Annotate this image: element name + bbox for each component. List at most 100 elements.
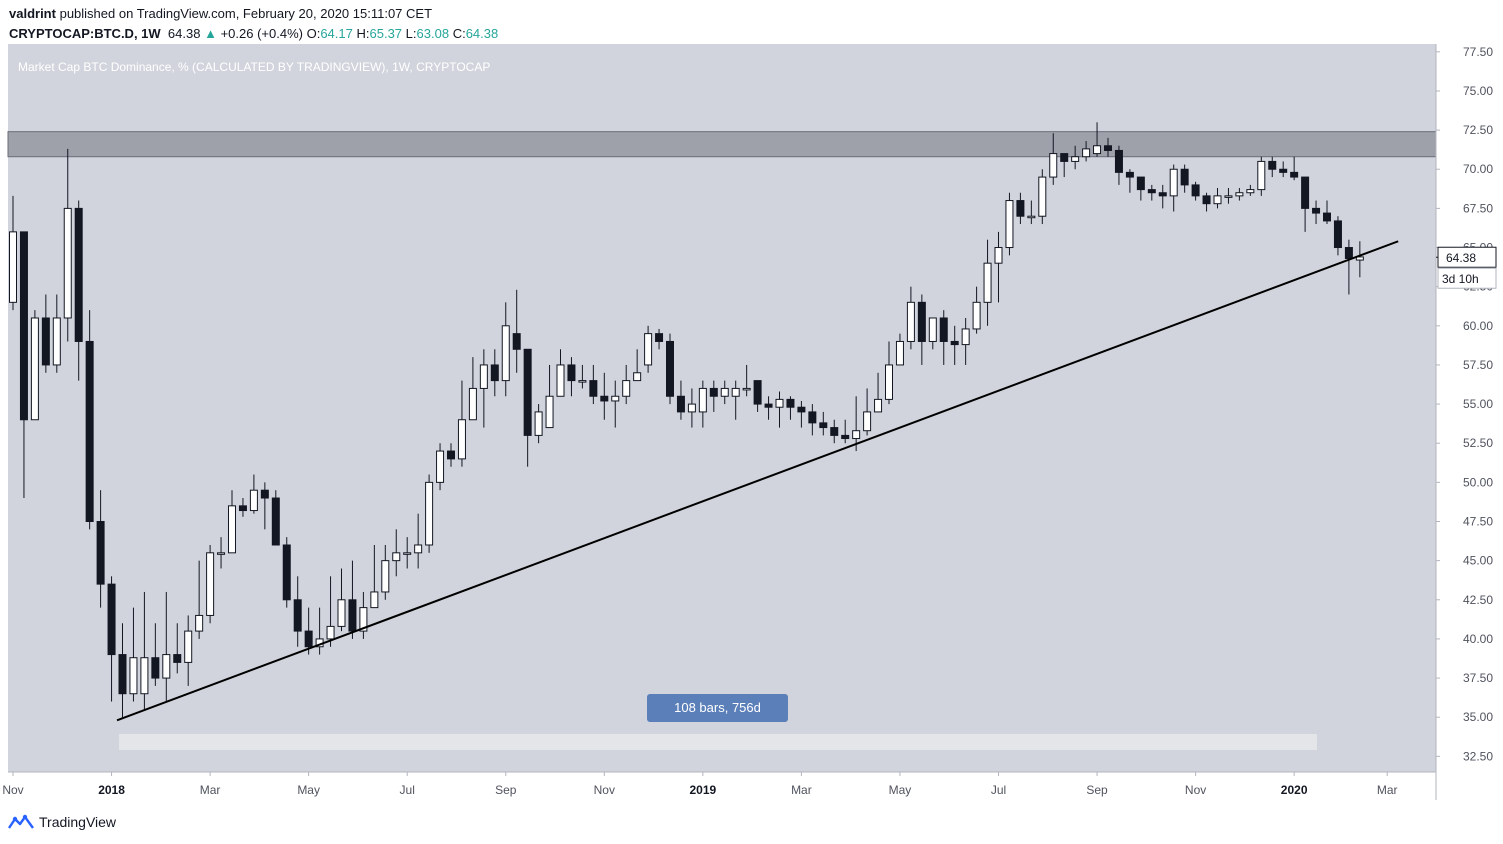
candle-body xyxy=(52,317,61,366)
candle-body xyxy=(184,630,193,663)
candle xyxy=(1180,164,1189,193)
candle-body xyxy=(578,380,587,383)
footer-brand-label: TradingView xyxy=(39,814,117,830)
y-tick-label: 42.50 xyxy=(1463,593,1493,607)
candle xyxy=(293,576,302,647)
candle xyxy=(348,560,357,639)
candle-body xyxy=(468,387,477,421)
candle-body xyxy=(392,552,401,562)
candle xyxy=(1060,153,1069,178)
candle-body xyxy=(271,497,280,546)
candle-body xyxy=(687,403,696,413)
candle-body xyxy=(512,333,521,350)
x-tick-label: Nov xyxy=(594,783,615,797)
candle xyxy=(282,537,291,608)
candle xyxy=(928,317,937,350)
candle-body xyxy=(709,387,718,397)
y-tick-label: 52.50 xyxy=(1463,436,1493,450)
candle-body xyxy=(425,481,434,546)
candle-body xyxy=(534,411,543,436)
candle-body xyxy=(228,505,236,554)
candle xyxy=(1224,188,1233,204)
candle xyxy=(1147,184,1156,201)
open-label: O: xyxy=(306,26,321,41)
candle xyxy=(1136,176,1145,201)
candle xyxy=(195,560,204,639)
candle xyxy=(1093,122,1102,157)
candle-body xyxy=(9,231,17,303)
candle-body xyxy=(74,207,83,342)
candle-body xyxy=(895,340,904,366)
candle-body xyxy=(1246,189,1255,194)
candle xyxy=(819,411,828,436)
candle-body xyxy=(983,262,992,303)
candle xyxy=(731,380,740,420)
y-tick-label: 67.50 xyxy=(1463,201,1493,215)
last-price-box[interactable] xyxy=(1437,246,1497,268)
candle-body xyxy=(556,364,565,397)
candle-body xyxy=(1060,153,1069,162)
candle-body xyxy=(1268,160,1277,170)
candle-body xyxy=(972,301,981,330)
candle-body xyxy=(85,340,94,523)
x-tick-label: Mar xyxy=(1377,783,1398,797)
measure-label-box[interactable] xyxy=(647,694,788,722)
candle-body xyxy=(808,411,817,424)
symbol-label[interactable]: CRYPTOCAP:BTC.D, 1W xyxy=(9,26,161,41)
candle-body xyxy=(129,657,138,695)
candle-body xyxy=(282,544,291,601)
candle xyxy=(74,200,83,381)
candle-body xyxy=(917,301,926,342)
candle xyxy=(414,513,423,569)
candle-body xyxy=(403,552,412,555)
candle xyxy=(633,349,642,382)
candle xyxy=(1344,239,1353,295)
y-tick-label: 72.50 xyxy=(1463,123,1493,137)
candle xyxy=(972,286,981,334)
candle-body xyxy=(457,419,466,460)
y-tick-label: 35.00 xyxy=(1463,710,1493,724)
candle xyxy=(392,529,401,577)
candle xyxy=(1246,184,1255,196)
candle xyxy=(1279,161,1288,178)
candle xyxy=(249,474,258,514)
candle-body xyxy=(1257,160,1266,191)
author-name[interactable]: valdrint xyxy=(9,6,56,21)
change-arrow-icon: ▲ xyxy=(204,26,217,41)
candle xyxy=(567,357,576,397)
candle xyxy=(260,482,269,530)
x-tick-label: Jul xyxy=(400,783,415,797)
candle-body xyxy=(1312,207,1321,214)
footer-brand[interactable]: TradingView xyxy=(8,814,116,830)
candle-body xyxy=(151,657,160,679)
chart-pane[interactable] xyxy=(8,44,1436,772)
trendline[interactable] xyxy=(116,240,1399,722)
candle-body xyxy=(928,317,937,342)
candle xyxy=(129,607,138,702)
countdown-label: 3d 10h xyxy=(1442,272,1479,286)
candle xyxy=(764,396,773,420)
candle xyxy=(501,302,510,397)
candle xyxy=(1257,156,1266,196)
countdown-box xyxy=(1437,267,1497,289)
candle xyxy=(852,396,861,452)
candle-body xyxy=(874,398,883,413)
candle-body xyxy=(1333,220,1342,249)
date-range-highlight[interactable] xyxy=(119,734,1317,750)
candle xyxy=(1333,216,1342,256)
x-tick-label: Nov xyxy=(1185,783,1206,797)
candle-body xyxy=(1005,200,1014,249)
candle-body xyxy=(381,560,390,593)
candle xyxy=(304,607,313,655)
candle xyxy=(162,591,171,702)
candle-body xyxy=(1235,192,1244,197)
candle-body xyxy=(1213,195,1222,205)
candle-body xyxy=(348,599,357,632)
candle-body xyxy=(1191,184,1200,197)
candle-body xyxy=(238,505,247,512)
resistance-zone[interactable] xyxy=(7,131,1437,158)
candle xyxy=(403,537,412,569)
candle xyxy=(600,372,609,420)
candle xyxy=(228,490,236,554)
